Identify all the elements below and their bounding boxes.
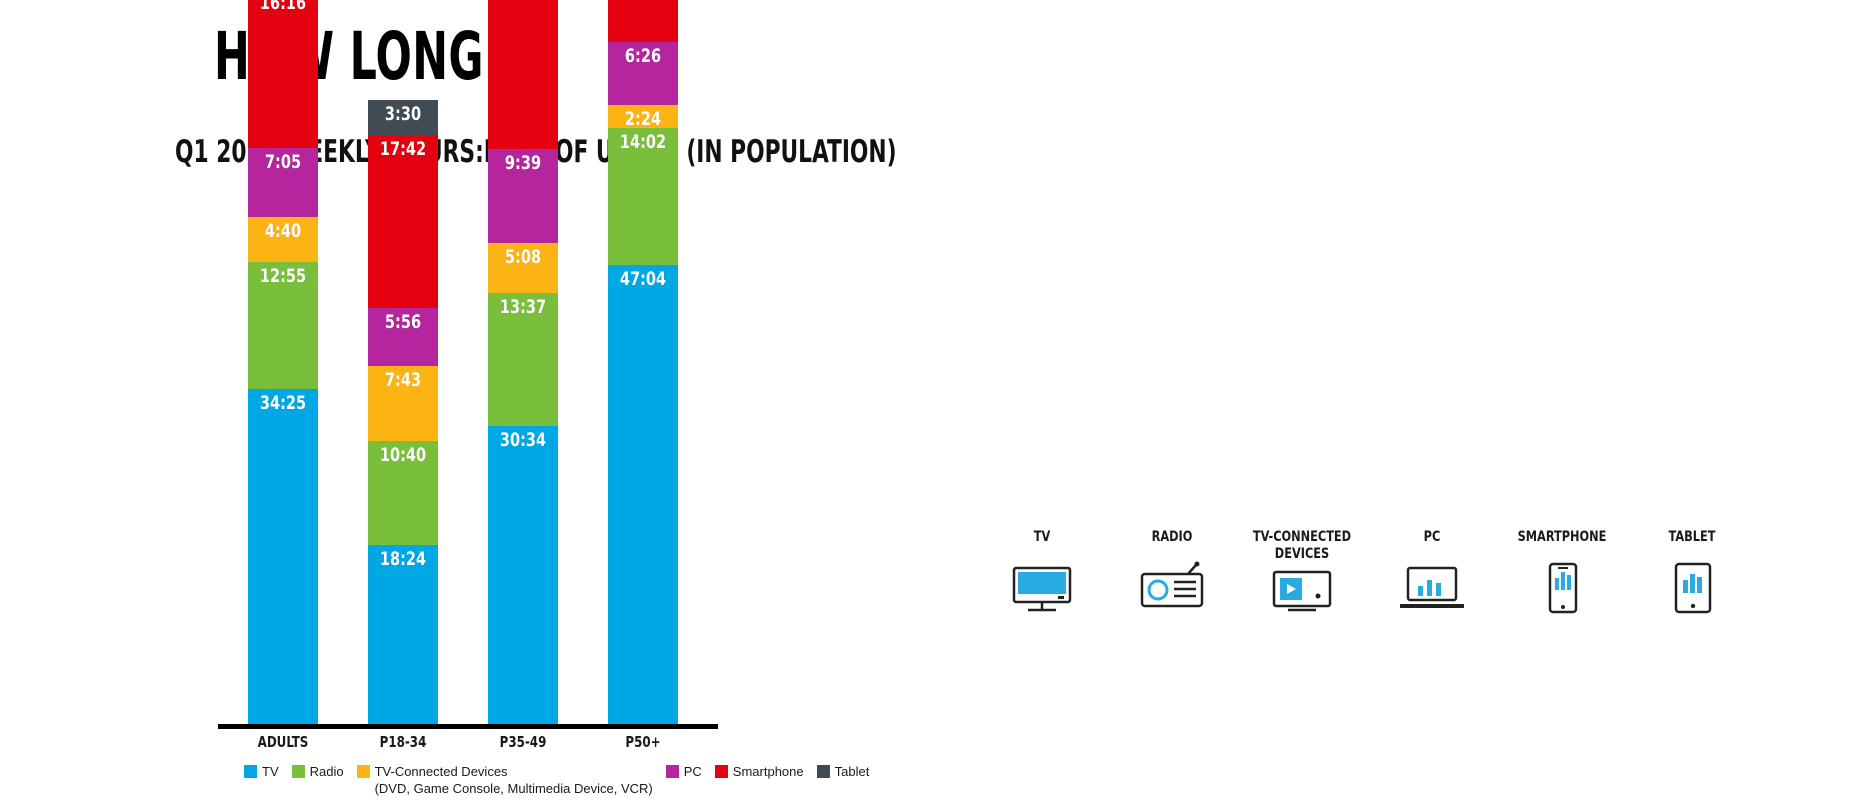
bar-segment: 18:24 — [368, 545, 438, 725]
left-category-label-p18-34: P18-34 — [379, 733, 427, 751]
legend-item-label: Smartphone — [732, 764, 804, 779]
legend-item-label: Radio — [309, 764, 344, 779]
bar-segment-value: 13:37 — [499, 296, 547, 319]
bar-segment-value: 47:04 — [619, 268, 667, 291]
left-category-label-p50-: P50+ — [625, 733, 661, 751]
bar-segment: 17:42 — [368, 134, 438, 308]
bar-segment: 34:25 — [248, 388, 318, 725]
right-category-label-tv-connected-devices: TV-CONNECTED DEVICES — [1234, 529, 1371, 563]
bar-segment: 7:43 — [368, 365, 438, 441]
legend-swatch-icon — [356, 765, 370, 778]
bar-segment: 2:24 — [608, 104, 678, 130]
bar-segment: 4:40 — [248, 216, 318, 263]
right-category-label-tv: TV — [1033, 529, 1051, 545]
legend-item-tv-connected-devices[interactable]: TV-Connected Devices (DVD, Game Console, … — [356, 763, 653, 797]
legend-row: TV Radio TV-Connected Devices (DVD, Game Co… — [244, 763, 869, 797]
right-category-label-smartphone: SMARTPHONE — [1517, 529, 1607, 545]
bar-segment-value: 3:30 — [384, 103, 422, 126]
bar-segment-value: 30:34 — [499, 429, 547, 452]
bar-segment: 12:55 — [248, 262, 318, 389]
bar-segment: 13:37 — [488, 293, 558, 427]
radio-icon — [1136, 560, 1208, 616]
legend-swatch-icon — [816, 765, 830, 778]
bar-segment: 3:30 — [368, 100, 438, 135]
bar-segment-value: 16:16 — [259, 0, 307, 14]
legend-item-label: TV — [262, 764, 279, 779]
left-chart-legend: TV Radio TV-Connected Devices (DVD, Game Co… — [244, 763, 869, 797]
legend-swatch-icon — [244, 765, 257, 778]
right-category-label-tablet: TABLET — [1668, 529, 1716, 545]
bar-segment: 10:40 — [368, 440, 438, 546]
legend-swatch-icon — [291, 765, 305, 778]
laptop-icon — [1396, 560, 1468, 616]
bar-segment: 9:39 — [488, 148, 558, 244]
legend-item-tablet[interactable]: Tablet — [816, 763, 870, 780]
category-label-line-2: DEVICES — [1274, 546, 1330, 562]
legend-swatch-icon — [714, 765, 728, 778]
bar-segment-value: 17:42 — [379, 137, 427, 160]
stacked-bar-p18-34: 3:30 17:42 5:56 7:43 10:40 18:24 — [368, 100, 438, 725]
bar-segment: 5:08 — [488, 243, 558, 294]
bar-segment: 16:16 — [248, 0, 318, 148]
bar-segment: 7:05 — [248, 147, 318, 217]
bar-segment-value: 10:40 — [379, 443, 427, 466]
bar-segment: 5:56 — [368, 307, 438, 366]
bar-segment-value: 7:05 — [264, 150, 302, 173]
legend-item-smartphone[interactable]: Smartphone — [714, 763, 804, 780]
how-often-panel: HOW OFTEN Q1 2017 AVG DAYS PER WEEK WITH… — [926, 0, 1853, 811]
bar-segment: 13:20 — [608, 0, 678, 42]
media-player-icon — [1266, 560, 1338, 616]
smartphone-icon — [1526, 560, 1598, 616]
how-long-panel: HOW LONG Q1 2017 WEEKLY HOURS:MINS OF US… — [0, 0, 926, 811]
right-category-label-pc: PC — [1423, 529, 1441, 545]
bar-segment-value: 12:55 — [259, 265, 307, 288]
left-category-label-adults: ADULTS — [257, 733, 309, 751]
bar-segment: 30:34 — [488, 426, 558, 725]
bar-segment: 19:56 — [488, 0, 558, 149]
bar-segment-value: 14:02 — [619, 130, 667, 153]
tv-monitor-icon — [1006, 560, 1078, 616]
bar-segment-value: 34:25 — [259, 391, 307, 414]
bar-segment-value: 2:24 — [624, 107, 662, 130]
legend-item-label: Tablet — [834, 764, 870, 779]
bar-segment: 14:02 — [608, 127, 678, 266]
bar-segment-value: 4:40 — [264, 219, 302, 242]
legend-swatch-icon — [665, 765, 679, 778]
legend-item-label: PC — [683, 764, 702, 779]
legend-item-radio[interactable]: Radio — [291, 763, 344, 780]
bar-segment-value: 9:39 — [504, 151, 542, 174]
bar-segment-value: 5:56 — [384, 310, 422, 333]
left-category-label-p35-49: P35-49 — [499, 733, 547, 751]
left-chart-axis-line — [218, 724, 718, 729]
legend-item-sublabel: (DVD, Game Console, Multimedia Device, V… — [374, 781, 653, 796]
category-label-line-1: TV-CONNECTED — [1252, 529, 1352, 545]
bar-segment-value: 18:24 — [379, 548, 427, 571]
bar-segment: 6:26 — [608, 41, 678, 105]
bar-segment: 47:04 — [608, 265, 678, 725]
legend-item-pc[interactable]: PC — [665, 763, 702, 780]
bar-segment-value: 5:08 — [504, 246, 542, 269]
legend-item-tv[interactable]: TV — [244, 763, 279, 780]
tablet-icon — [1656, 560, 1728, 616]
legend-item-label: TV-Connected Devices — [374, 764, 508, 779]
right-category-label-radio: RADIO — [1151, 529, 1193, 545]
bar-segment-value: 7:43 — [384, 368, 422, 391]
bar-segment-value: 6:26 — [624, 44, 662, 67]
stacked-bar-chart: 3:5716:167:054:4012:5534:253:3017:425:56… — [218, 0, 718, 725]
